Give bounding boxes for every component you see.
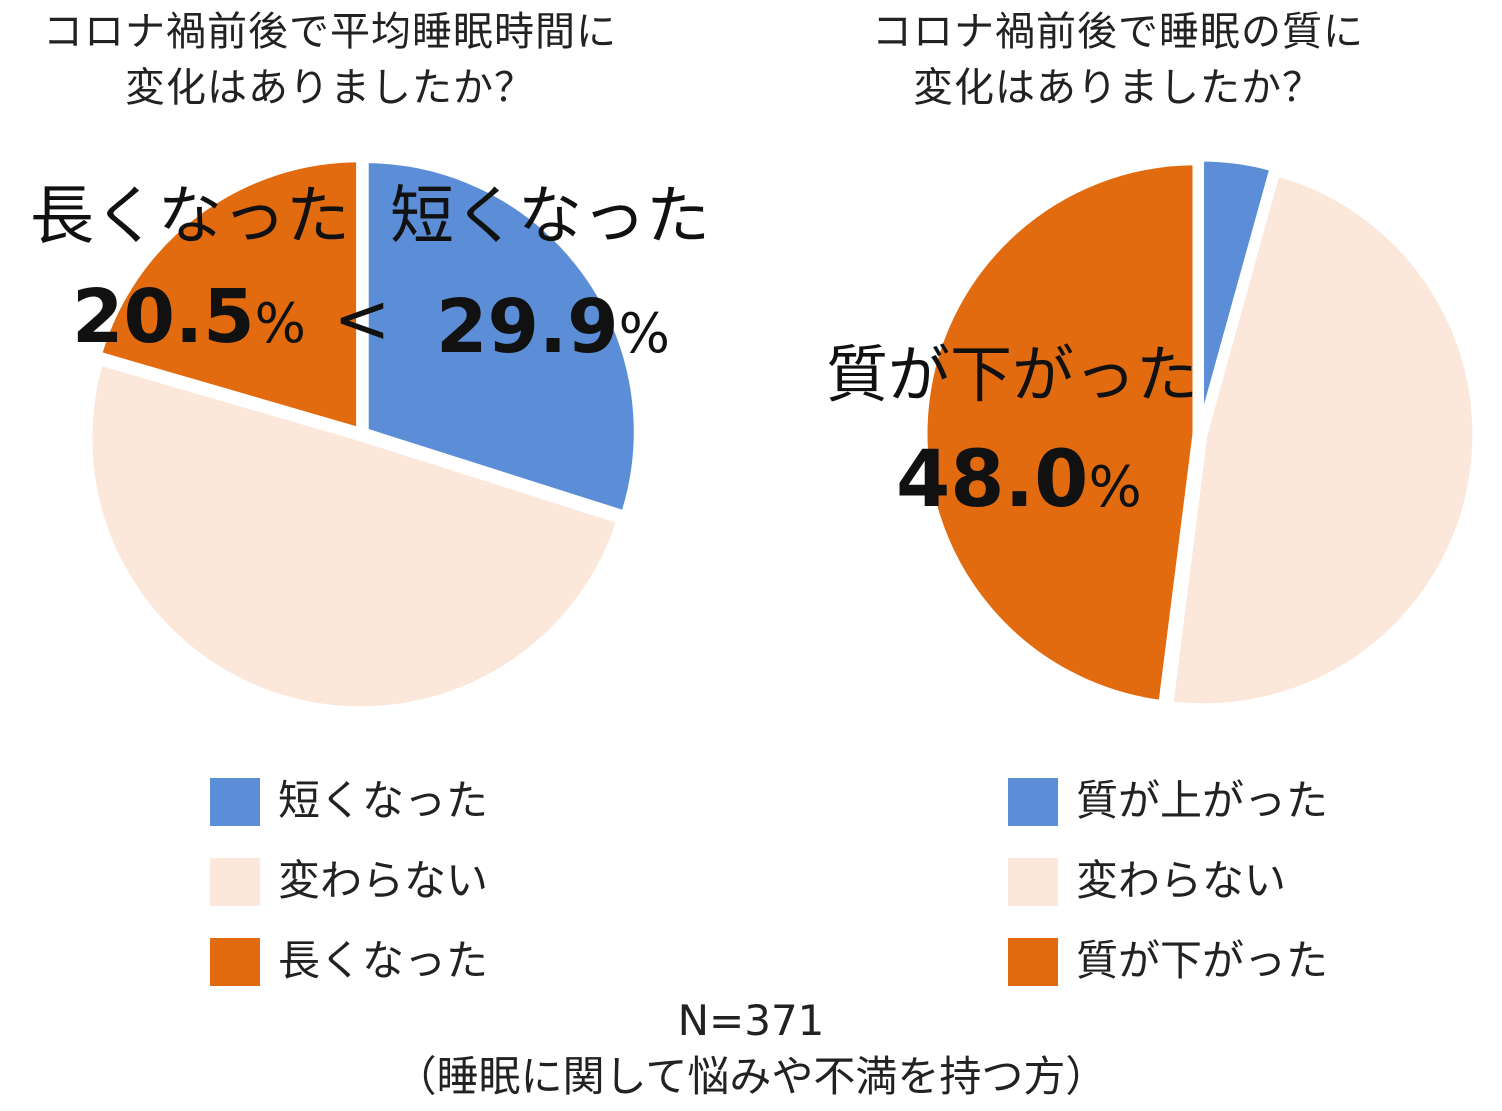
legend-swatch [210,858,260,906]
pie-chart-sleep-duration [85,155,641,714]
legend-label: 短くなった [278,776,489,825]
callout-lower-percent: 48.0% [896,435,1142,525]
callout-longer-unit: % [255,292,306,355]
pie-slice [361,156,641,518]
callout-lower-unit: % [1088,455,1141,520]
callout-longer-percent: 20.5% [72,274,306,360]
callout-compare-symbol: < [334,280,391,359]
callout-longer-label: 長くなった [30,180,350,254]
pie-slice [920,158,1200,708]
legend-swatch [210,938,260,986]
legend-label: 質が上がった [1076,776,1329,825]
callout-shorter-label: 短くなった [390,180,710,254]
title-line-1: コロナ禍前後で睡眠の質に [872,9,1364,55]
callout-lower-label: 質が下がった [826,338,1198,411]
title-line-2: 変化はありましたか？ [125,65,535,111]
pie-slice [85,358,624,714]
callout-lower-value: 48.0 [896,435,1088,525]
pie-chart-sleep-quality [920,154,1480,711]
chart-title-sleep-quality: コロナ禍前後で睡眠の質に 変化はありましたか？ [788,4,1448,116]
pie-slice [94,155,364,435]
legend-swatch [1008,938,1058,986]
callout-shorter-unit: % [619,302,670,365]
callout-shorter-percent: 29.9% [436,284,670,370]
sample-size: N=371 [677,996,825,1045]
legend-label: 変わらない [1076,856,1287,905]
chart-title-sleep-duration: コロナ禍前後で平均睡眠時間に 変化はありましたか？ [0,4,660,116]
title-line-2: 変化はありましたか？ [913,65,1323,111]
legend-label: 長くなった [278,936,489,985]
title-line-1: コロナ禍前後で平均睡眠時間に [43,9,617,55]
pie-slice [1197,154,1277,434]
sample-population: （睡眠に関して悩みや不満を持つ方） [394,1052,1108,1101]
callout-shorter-value: 29.9 [436,284,619,370]
legend-label: 質が下がった [1076,936,1329,985]
legend-swatch [1008,858,1058,906]
legend-swatch [210,778,260,826]
callout-longer-value: 20.5 [72,274,255,360]
legend-label: 変わらない [278,856,489,905]
legend-swatch [1008,778,1058,826]
pie-slice [1166,169,1480,711]
